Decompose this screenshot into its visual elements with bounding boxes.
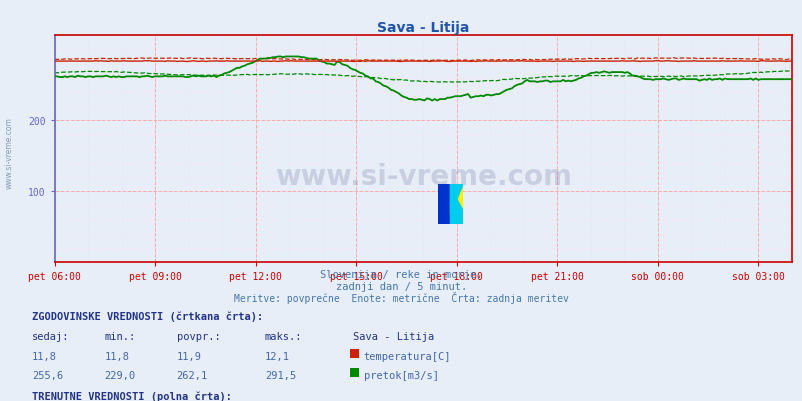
Text: Slovenija / reke in morje.: Slovenija / reke in morje.: [320, 269, 482, 279]
Text: 11,8: 11,8: [32, 351, 57, 361]
Text: 291,5: 291,5: [265, 370, 296, 380]
Polygon shape: [450, 184, 463, 209]
Title: Sava - Litija: Sava - Litija: [376, 21, 469, 35]
Text: 12,1: 12,1: [265, 351, 290, 361]
Text: 262,1: 262,1: [176, 370, 208, 380]
Text: 229,0: 229,0: [104, 370, 136, 380]
Text: sedaj:: sedaj:: [32, 332, 70, 342]
Text: 255,6: 255,6: [32, 370, 63, 380]
Text: 11,9: 11,9: [176, 351, 201, 361]
Text: Meritve: povprečne  Enote: metrične  Črta: zadnja meritev: Meritve: povprečne Enote: metrične Črta:…: [233, 292, 569, 304]
Text: www.si-vreme.com: www.si-vreme.com: [274, 162, 571, 190]
Polygon shape: [450, 184, 463, 215]
Text: temperatura[C]: temperatura[C]: [363, 351, 451, 361]
Text: zadnji dan / 5 minut.: zadnji dan / 5 minut.: [335, 282, 467, 292]
Text: ZGODOVINSKE VREDNOSTI (črtkana črta):: ZGODOVINSKE VREDNOSTI (črtkana črta):: [32, 310, 263, 321]
Bar: [450, 184, 463, 225]
Text: 11,8: 11,8: [104, 351, 129, 361]
Text: TRENUTNE VREDNOSTI (polna črta):: TRENUTNE VREDNOSTI (polna črta):: [32, 391, 232, 401]
Text: min.:: min.:: [104, 332, 136, 342]
Text: Sava - Litija: Sava - Litija: [353, 332, 434, 342]
Text: maks.:: maks.:: [265, 332, 302, 342]
Text: pretok[m3/s]: pretok[m3/s]: [363, 370, 438, 380]
Text: www.si-vreme.com: www.si-vreme.com: [5, 117, 14, 188]
Bar: [437, 184, 450, 225]
Text: povpr.:: povpr.:: [176, 332, 220, 342]
